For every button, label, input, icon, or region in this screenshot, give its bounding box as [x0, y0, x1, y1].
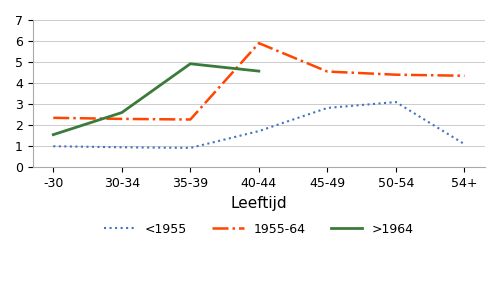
- >1964: [119, 111, 125, 115]
- >1964: [188, 62, 194, 66]
- <1955: [119, 146, 125, 149]
- <1955: [50, 144, 56, 148]
- <1955: [393, 100, 399, 104]
- 1955-64: [462, 74, 468, 78]
- Line: 1955-64: 1955-64: [54, 43, 465, 119]
- 1955-64: [256, 41, 262, 45]
- 1955-64: [324, 70, 330, 73]
- >1964: [256, 69, 262, 73]
- 1955-64: [188, 118, 194, 121]
- >1964: [50, 133, 56, 137]
- <1955: [256, 129, 262, 133]
- X-axis label: Leeftijd: Leeftijd: [230, 196, 287, 211]
- Line: >1964: >1964: [54, 64, 259, 135]
- 1955-64: [393, 73, 399, 76]
- Line: <1955: <1955: [54, 102, 465, 148]
- 1955-64: [119, 117, 125, 121]
- 1955-64: [50, 116, 56, 120]
- Legend: <1955, 1955-64, >1964: <1955, 1955-64, >1964: [99, 218, 419, 241]
- <1955: [324, 106, 330, 110]
- <1955: [462, 142, 468, 146]
- <1955: [188, 146, 194, 150]
